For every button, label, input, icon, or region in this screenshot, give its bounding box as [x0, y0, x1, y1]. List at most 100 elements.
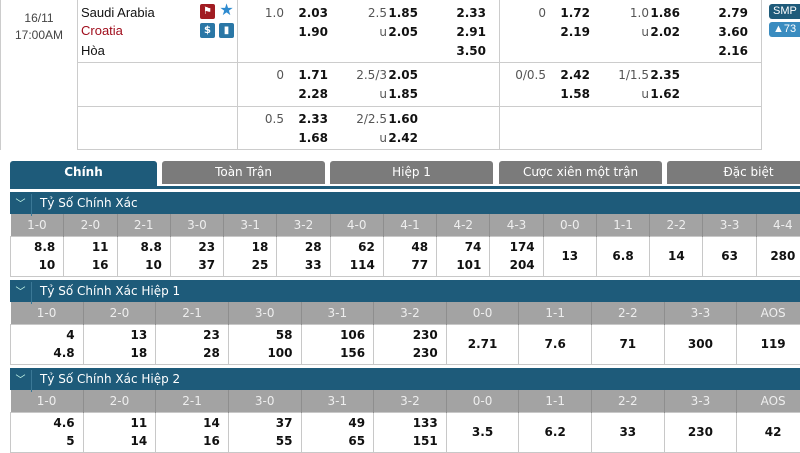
odds-value[interactable]: 106 — [340, 328, 366, 342]
odds-value[interactable]: 48 — [411, 240, 429, 254]
odds-value[interactable]: 23 — [198, 240, 216, 254]
handicap-home-odds[interactable]: 2.42 — [560, 68, 590, 82]
score-odds-cell[interactable]: 58 100 — [227, 323, 302, 365]
section-header[interactable]: ﹀ Tỷ Số Chính Xác Hiệp 2 — [10, 368, 800, 392]
score-odds-cell[interactable]: 13 18 — [82, 323, 157, 365]
chevron-down-icon[interactable]: ﹀ — [10, 370, 32, 392]
odds-value[interactable]: 156 — [340, 346, 366, 360]
odds-value[interactable]: 174 — [509, 240, 535, 254]
away-win-odds[interactable]: 3.60 — [718, 25, 748, 39]
odds-value[interactable]: 71 — [619, 337, 637, 351]
odds-value[interactable]: 11 — [130, 416, 148, 430]
odds-value[interactable]: 18 — [251, 240, 269, 254]
draw-odds[interactable]: 2.16 — [718, 44, 748, 58]
odds-value[interactable]: 33 — [304, 258, 322, 272]
score-odds-cell[interactable]: 28 33 — [276, 235, 331, 277]
score-odds-cell[interactable]: 300 — [663, 323, 738, 365]
away-win-odds[interactable]: 2.91 — [456, 25, 486, 39]
score-odds-cell[interactable]: 48 77 — [382, 235, 438, 277]
odds-value[interactable]: 230 — [412, 328, 438, 342]
score-odds-cell[interactable]: 7.6 — [518, 323, 592, 365]
odds-value[interactable]: 14 — [203, 416, 220, 430]
odds-value[interactable]: 28 — [203, 346, 220, 360]
odds-value[interactable]: 16 — [203, 434, 220, 448]
odds-value[interactable]: 63 — [721, 249, 738, 263]
score-odds-cell[interactable]: 4 4.8 — [10, 323, 84, 365]
score-odds-cell[interactable]: 13 — [542, 235, 597, 277]
odds-value[interactable]: 42 — [764, 425, 782, 439]
score-odds-cell[interactable]: 63 — [702, 235, 757, 277]
over-odds[interactable]: 2.05 — [388, 68, 418, 82]
over-odds[interactable]: 1.86 — [650, 6, 680, 20]
odds-value[interactable]: 10 — [145, 258, 162, 272]
chevron-down-icon[interactable]: ﹀ — [10, 194, 32, 216]
odds-value[interactable]: 6.2 — [544, 425, 566, 439]
odds-value[interactable]: 4.6 — [53, 416, 75, 430]
score-odds-cell[interactable]: 11 14 — [82, 411, 157, 453]
smp-badge[interactable]: SMP — [769, 4, 800, 19]
odds-value[interactable]: 6.8 — [612, 249, 634, 263]
score-odds-cell[interactable]: 37 55 — [227, 411, 302, 453]
odds-value[interactable]: 23 — [203, 328, 220, 342]
odds-value[interactable]: 119 — [760, 337, 786, 351]
score-odds-cell[interactable]: 3.5 — [445, 411, 520, 453]
score-odds-cell[interactable]: 23 28 — [155, 323, 229, 365]
score-odds-cell[interactable]: 2.71 — [445, 323, 520, 365]
score-odds-cell[interactable]: 8.8 10 — [116, 235, 171, 277]
score-odds-cell[interactable]: 14 — [649, 235, 704, 277]
odds-value[interactable]: 8.8 — [34, 240, 56, 254]
score-odds-cell[interactable]: 119 — [736, 323, 800, 365]
handicap-away-odds[interactable]: 2.28 — [298, 87, 328, 101]
odds-value[interactable]: 4 — [66, 328, 75, 342]
score-odds-cell[interactable]: 74 101 — [436, 235, 491, 277]
odds-value[interactable]: 114 — [349, 258, 375, 272]
odds-value[interactable]: 16 — [91, 258, 109, 272]
odds-value[interactable]: 74 — [464, 240, 482, 254]
odds-value[interactable]: 3.5 — [471, 425, 494, 439]
chevron-down-icon[interactable]: ﹀ — [10, 282, 32, 304]
odds-value[interactable]: 25 — [251, 258, 269, 272]
away-team[interactable]: Croatia — [81, 23, 123, 38]
score-odds-cell[interactable]: 11 16 — [63, 235, 118, 277]
score-odds-cell[interactable]: 6.2 — [518, 411, 592, 453]
odds-value[interactable]: 28 — [304, 240, 322, 254]
odds-value[interactable]: 14 — [667, 249, 685, 263]
section-header[interactable]: ﹀ Tỷ Số Chính Xác Hiệp 1 — [10, 280, 800, 304]
score-odds-cell[interactable]: 280 — [755, 235, 800, 277]
odds-value[interactable]: 8.8 — [140, 240, 162, 254]
odds-value[interactable]: 5 — [66, 434, 75, 448]
home-team[interactable]: Saudi Arabia — [81, 5, 155, 20]
odds-value[interactable]: 151 — [412, 434, 438, 448]
under-odds[interactable]: 2.42 — [388, 131, 418, 145]
score-odds-cell[interactable]: 230 — [663, 411, 738, 453]
odds-value[interactable]: 13 — [561, 249, 579, 263]
home-win-odds[interactable]: 2.33 — [456, 6, 486, 20]
score-odds-cell[interactable]: 174 204 — [489, 235, 544, 277]
tab-toan-tran[interactable]: Toàn Trận — [162, 161, 325, 184]
handicap-away-odds[interactable]: 2.19 — [560, 25, 590, 39]
odds-value[interactable]: 230 — [687, 425, 713, 439]
tab-hiep-1[interactable]: Hiệp 1 — [330, 161, 493, 184]
odds-value[interactable]: 77 — [411, 258, 429, 272]
tab-dac-biet[interactable]: Đặc biệt — [667, 161, 800, 184]
handicap-home-odds[interactable]: 1.72 — [560, 6, 590, 20]
odds-value[interactable]: 204 — [509, 258, 535, 272]
under-odds[interactable]: 1.85 — [388, 87, 418, 101]
section-header[interactable]: ﹀ Tỷ Số Chính Xác — [10, 192, 800, 216]
odds-value[interactable]: 4.8 — [53, 346, 75, 360]
odds-value[interactable]: 11 — [91, 240, 109, 254]
odds-value[interactable]: 10 — [38, 258, 56, 272]
odds-value[interactable]: 101 — [456, 258, 482, 272]
odds-value[interactable]: 7.6 — [544, 337, 566, 351]
odds-value[interactable]: 14 — [130, 434, 148, 448]
odds-value[interactable]: 58 — [275, 328, 293, 342]
odds-value[interactable]: 62 — [358, 240, 375, 254]
player-icon[interactable]: ⚑ — [200, 4, 215, 19]
home-win-odds[interactable]: 2.79 — [718, 6, 748, 20]
draw-odds[interactable]: 3.50 — [456, 44, 486, 58]
score-odds-cell[interactable]: 23 37 — [169, 235, 225, 277]
odds-value[interactable]: 133 — [412, 416, 438, 430]
odds-value[interactable]: 18 — [130, 346, 148, 360]
score-odds-cell[interactable]: 42 — [736, 411, 800, 453]
odds-value[interactable]: 49 — [348, 416, 366, 430]
